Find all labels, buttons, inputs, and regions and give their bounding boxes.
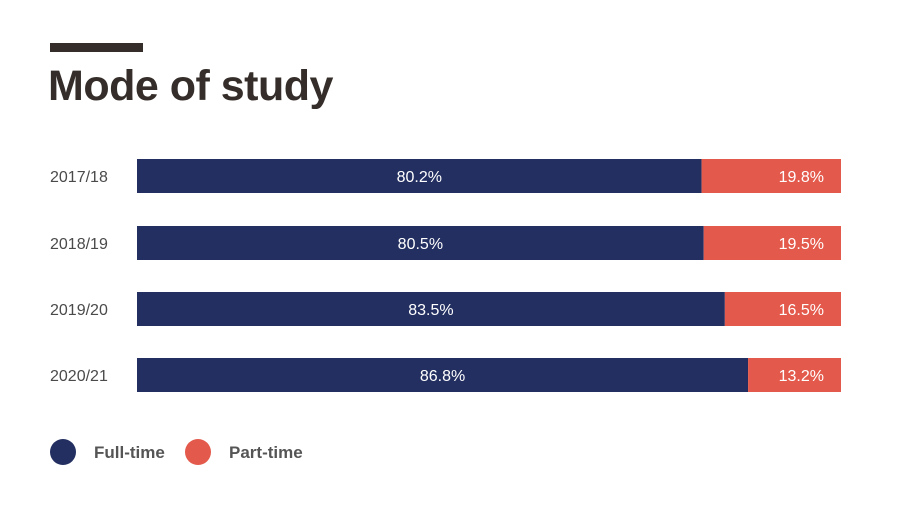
data-label: 19.8% [779,169,824,186]
category-label: 2018/19 [50,236,108,253]
bar-part-time [748,358,841,392]
category-label: 2019/20 [50,302,108,319]
legend-swatch-part-time [185,439,211,465]
legend-swatch-full-time [50,439,76,465]
bar-full-time [137,226,704,260]
bar-full-time [137,159,702,193]
bar-full-time [137,358,749,392]
title-accent-bar [50,43,143,52]
data-label: 80.2% [397,169,442,186]
data-label: 86.8% [420,368,465,385]
data-label: 83.5% [408,302,453,319]
bar-part-time [701,159,841,193]
data-label: 19.5% [779,236,824,253]
bar-part-time [724,292,841,326]
data-label: 16.5% [779,302,824,319]
bar-part-time [703,226,841,260]
category-label: 2017/18 [50,169,108,186]
data-label: 80.5% [398,236,443,253]
legend-label: Full-time [94,443,165,462]
chart-title: Mode of study [48,62,333,110]
category-label: 2020/21 [50,368,108,385]
legend-label: Part-time [229,443,303,462]
data-label: 13.2% [779,368,824,385]
bar-full-time [137,292,725,326]
